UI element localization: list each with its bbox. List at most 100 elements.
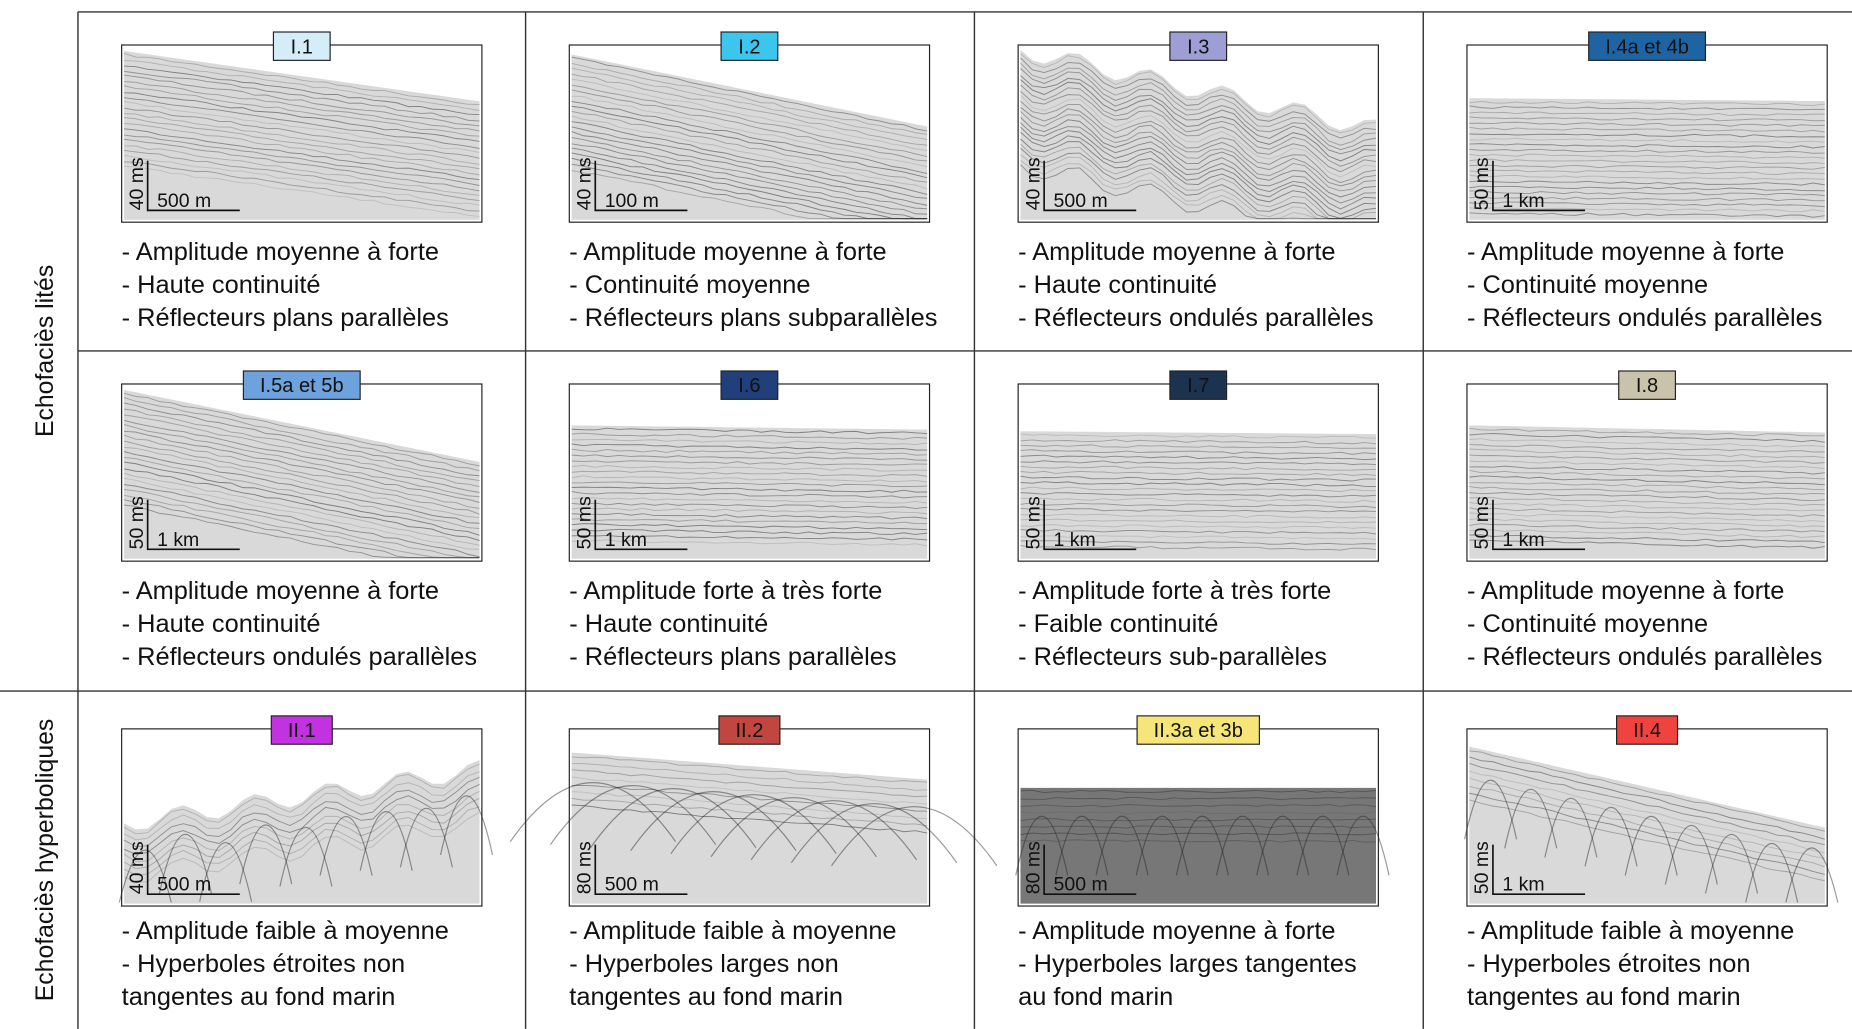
facies-description: tangentes au fond marin bbox=[122, 983, 396, 1011]
hyperbola bbox=[1296, 815, 1350, 876]
facies-description: - Haute continuité bbox=[122, 610, 321, 638]
scale-bar bbox=[146, 499, 240, 551]
seismic-reflector bbox=[571, 131, 928, 206]
seismic-reflector bbox=[571, 84, 928, 158]
seismic-fill bbox=[1020, 787, 1377, 904]
hyperbola bbox=[509, 782, 677, 843]
seismic-reflector bbox=[123, 101, 480, 153]
facies-label-box bbox=[1618, 370, 1677, 400]
seismic-reflector bbox=[123, 783, 480, 855]
seismic-reflector bbox=[123, 494, 480, 559]
seismic-reflector bbox=[1020, 524, 1377, 529]
seismic-reflector bbox=[571, 137, 928, 210]
seismic-reflector bbox=[1469, 523, 1825, 533]
facies-description: - Amplitude moyenne à forte bbox=[1018, 238, 1335, 266]
seismic-reflector bbox=[123, 52, 480, 106]
seismic-reflector bbox=[123, 790, 480, 863]
facies-description: - Amplitude faible à moyenne bbox=[569, 917, 896, 945]
seismic-reflector bbox=[1469, 137, 1825, 144]
echofacies-cell: 40 ms 500 m I.1 - Amplitude moyenne à forte… bbox=[121, 31, 483, 332]
seismic-reflector bbox=[123, 138, 480, 192]
facies-description: - Réflecteurs ondulés parallèles bbox=[1018, 304, 1373, 332]
seismic-reflector bbox=[571, 448, 928, 456]
seismic-reflector bbox=[1469, 465, 1825, 475]
seismic-reflector bbox=[1020, 544, 1377, 551]
seismic-reflector bbox=[1469, 126, 1825, 133]
seismic-reflector bbox=[571, 157, 928, 220]
seismic-reflector bbox=[1020, 529, 1377, 535]
scale-horizontal: 500 m bbox=[157, 874, 211, 896]
hyperbola bbox=[1135, 815, 1189, 876]
echofacies-cell: 50 ms 1 km I.5a et 5b - Amplitude moyenne à… bbox=[121, 370, 483, 671]
facies-label-box bbox=[720, 31, 779, 61]
seismic-reflector bbox=[1020, 160, 1377, 220]
seismic-reflector bbox=[1020, 492, 1377, 498]
seismic-reflector bbox=[1020, 75, 1377, 155]
seismic-reflector bbox=[123, 402, 480, 477]
facies-label-box bbox=[720, 370, 779, 400]
facies-description: - Hyperboles étroites non bbox=[1467, 950, 1750, 978]
hyperbola bbox=[1745, 842, 1799, 903]
echofacies-cell: 50 ms 1 km I.7 - Amplitude forte à très for… bbox=[1017, 370, 1379, 671]
facies-description: - Réflecteurs ondulés parallèles bbox=[122, 643, 477, 671]
seismic-reflector bbox=[124, 145, 480, 196]
hyperbola bbox=[199, 842, 253, 902]
scale-horizontal: 100 m bbox=[605, 190, 659, 212]
scale-vertical: 50 ms bbox=[126, 496, 148, 549]
seismic-reflector bbox=[1020, 832, 1377, 836]
scale-horizontal: 1 km bbox=[1502, 529, 1544, 551]
seismic-reflector bbox=[123, 154, 480, 206]
seismic-reflector bbox=[123, 461, 480, 536]
facies-label: I.8 bbox=[1636, 375, 1658, 397]
scale-vertical: 40 ms bbox=[1022, 157, 1044, 210]
seismic-reflector bbox=[123, 430, 480, 503]
hyperbola bbox=[1464, 779, 1518, 840]
seismic-reflector bbox=[571, 512, 928, 520]
scale-vertical: 50 ms bbox=[1471, 157, 1493, 210]
seismic-reflector bbox=[1469, 158, 1825, 165]
seismic-reflector bbox=[571, 497, 928, 504]
seismic-reflector bbox=[1020, 122, 1377, 204]
seismic-reflector bbox=[571, 427, 928, 435]
hyperbola bbox=[1215, 815, 1270, 876]
hyperbola bbox=[1624, 815, 1678, 876]
scale-horizontal: 1 km bbox=[1502, 874, 1544, 896]
seismic-reflector bbox=[571, 115, 928, 190]
hyperbola bbox=[439, 795, 494, 856]
seismic-reflector bbox=[1020, 789, 1377, 794]
facies-label-box bbox=[242, 370, 361, 400]
seismic-reflector bbox=[1469, 512, 1825, 523]
seismic-reflector bbox=[571, 523, 928, 531]
facies-description: - Réflecteurs ondulés parallèles bbox=[1467, 304, 1822, 332]
seismic-reflector bbox=[1020, 507, 1377, 513]
seismic-reflector bbox=[571, 460, 928, 466]
seismic-reflector bbox=[1469, 492, 1825, 502]
seismic-reflector bbox=[1020, 110, 1377, 192]
seismic-reflector bbox=[571, 475, 928, 483]
hyperbola bbox=[1704, 833, 1759, 894]
echofacies-cell: 50 ms 1 km I.6 - Amplitude forte à très for… bbox=[568, 370, 931, 671]
facies-label: I.4a et 4b bbox=[1605, 36, 1689, 58]
seismic-reflector bbox=[1469, 190, 1825, 197]
seismic-reflector bbox=[1020, 825, 1377, 829]
seismic-reflector bbox=[1469, 799, 1825, 882]
hyperbola bbox=[549, 785, 717, 846]
seismic-reflector bbox=[123, 81, 480, 132]
facies-description: - Faible continuité bbox=[1018, 610, 1218, 638]
seismic-reflector bbox=[571, 67, 928, 140]
seismic-reflector bbox=[571, 56, 928, 132]
seismic-reflector bbox=[123, 484, 480, 558]
facies-label-box bbox=[272, 31, 331, 61]
seismic-reflector bbox=[123, 776, 480, 848]
scale-vertical: 50 ms bbox=[1471, 496, 1493, 549]
seismic-reflector bbox=[571, 89, 928, 162]
scale-vertical: 50 ms bbox=[574, 496, 596, 549]
hyperbola bbox=[1584, 806, 1638, 867]
seismic-reflector bbox=[1469, 164, 1825, 170]
seismic-reflector bbox=[1469, 502, 1825, 512]
seismic-reflector bbox=[1020, 818, 1377, 822]
seismic-reflector bbox=[571, 78, 928, 151]
facies-description: - Hyperboles étroites non bbox=[122, 950, 406, 978]
